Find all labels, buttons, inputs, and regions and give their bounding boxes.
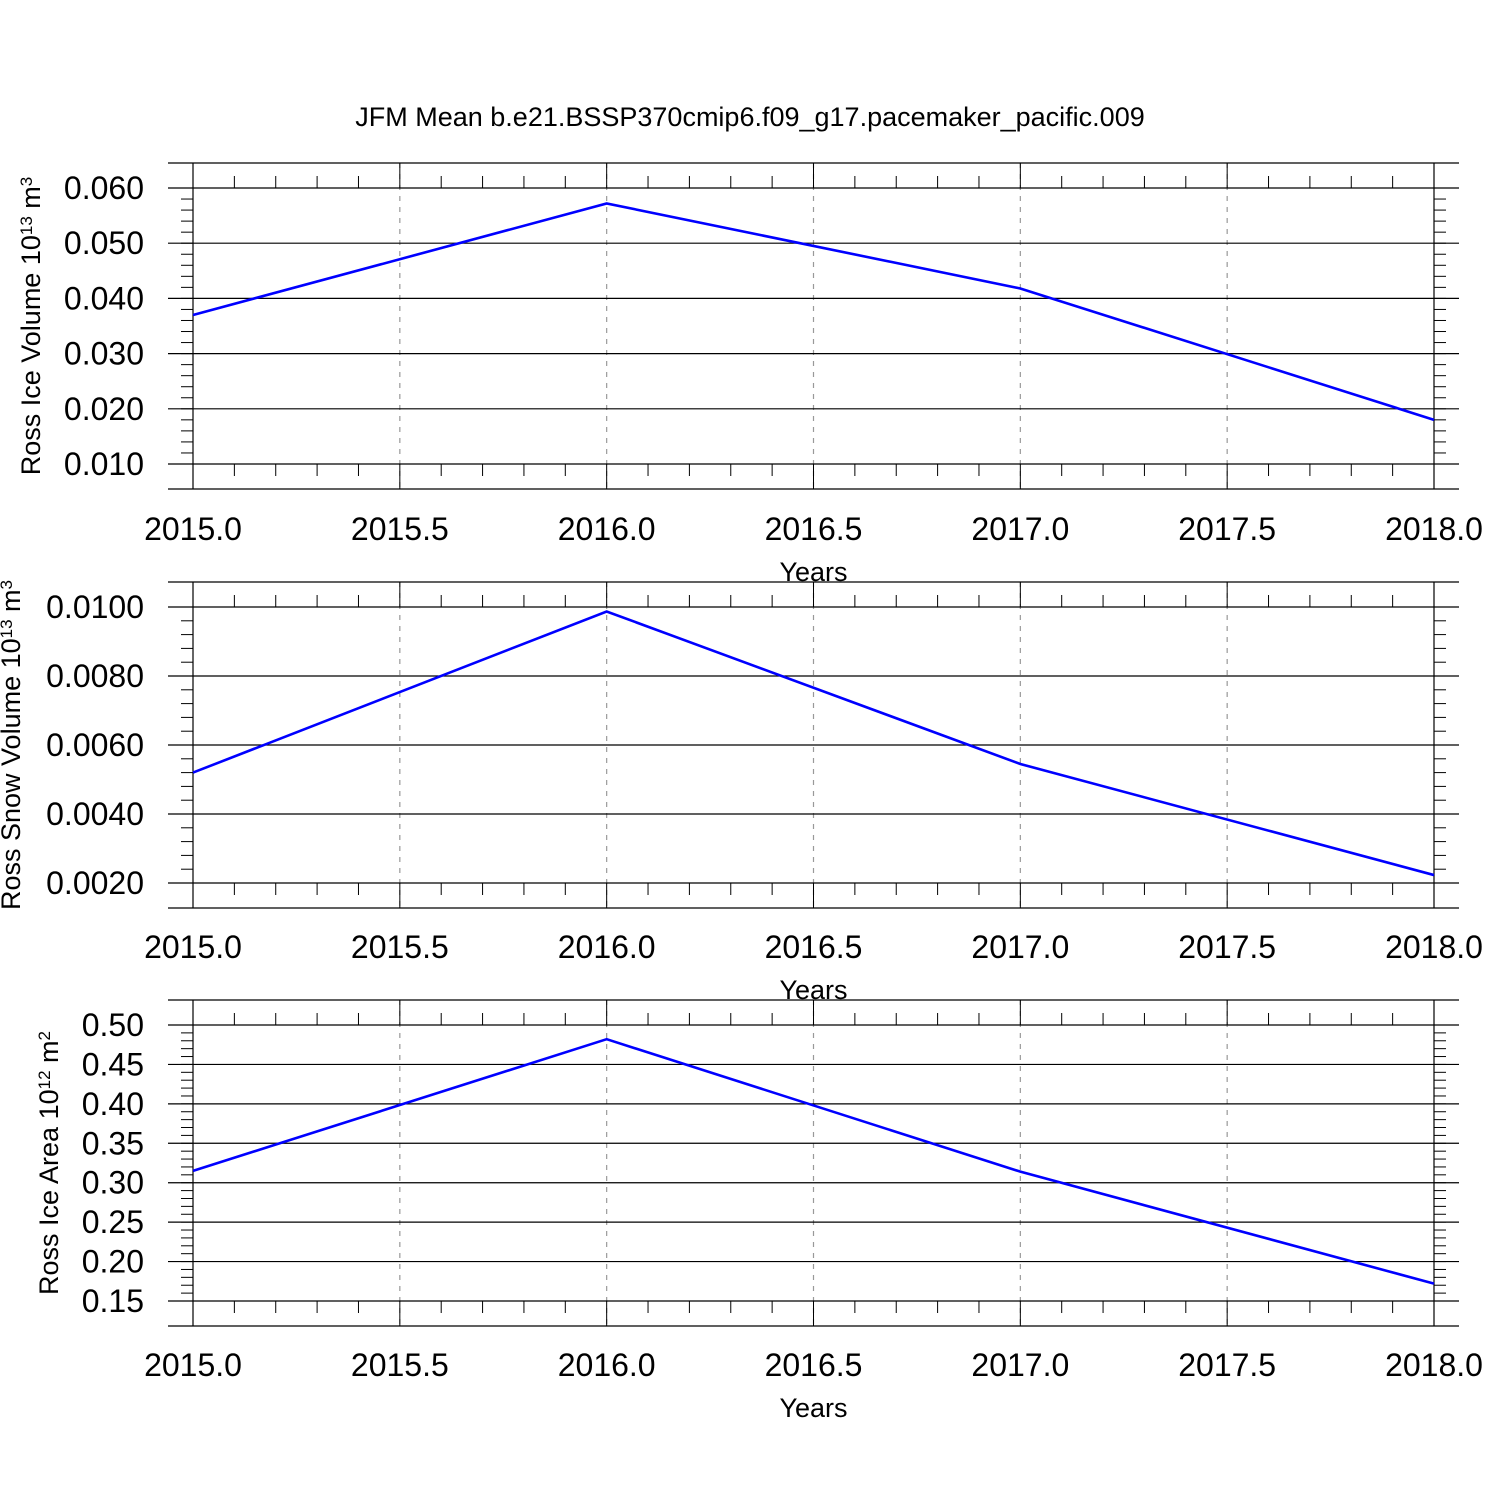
- x-tick-label: 2017.5: [1178, 511, 1276, 547]
- y-tick-label: 0.20: [82, 1244, 144, 1280]
- y-tick-label: 0.0020: [46, 865, 144, 901]
- x-tick-label: 2018.0: [1385, 511, 1483, 547]
- y-axis-title-text: Ross Snow Volume 10: [0, 638, 26, 910]
- y-tick-label: 0.050: [64, 225, 144, 261]
- x-axis-title: Years: [779, 1393, 847, 1423]
- y-axis-title-text: m: [0, 589, 26, 619]
- chart-panel-2: 2015.0 2015.5 2016.0 2016.5 2017.0 2017.5 2018…: [0, 580, 1483, 1005]
- y-tick-label: 0.030: [64, 336, 144, 372]
- x-tick-label: 2017.5: [1178, 1347, 1276, 1383]
- y-axis-title-text: m: [34, 1040, 64, 1070]
- y-axis-title-superscript: 3: [17, 177, 36, 186]
- x-tick-label: 2018.0: [1385, 1347, 1483, 1383]
- y-axis-title-superscript: 12: [35, 1070, 54, 1089]
- panels: 2015.0 2015.5 2016.0 2016.5 2017.0 2017.5 2018…: [0, 162, 1483, 1423]
- y-axis-title: Ross Ice Area 1012 m2: [34, 1031, 64, 1295]
- y-tick-label: 0.010: [64, 446, 144, 482]
- y-tick-label: 0.0080: [46, 658, 144, 694]
- y-axis-title-superscript: 3: [0, 580, 16, 589]
- x-tick-label: 2016.5: [765, 511, 863, 547]
- y-tick-label: 0.040: [64, 280, 144, 316]
- y-tick-label: 0.25: [82, 1204, 144, 1240]
- y-tick-label: 0.35: [82, 1125, 144, 1161]
- y-tick-label: 0.45: [82, 1046, 144, 1082]
- x-tick-label: 2016.0: [558, 1347, 656, 1383]
- series-line: [192, 1037, 1435, 1285]
- y-tick-label: 0.15: [82, 1283, 144, 1319]
- x-tick-label: 2017.0: [971, 511, 1069, 547]
- x-tick-label: 2017.0: [971, 929, 1069, 965]
- y-tick-label: 0.060: [64, 170, 144, 206]
- x-tick-label: 2015.0: [144, 929, 242, 965]
- x-tick-label: 2016.5: [765, 929, 863, 965]
- y-axis-title: Ross Ice Volume 1013 m3: [16, 177, 46, 476]
- y-axis-title-text: Ross Ice Area 10: [34, 1089, 64, 1295]
- y-axis-title-superscript: 2: [35, 1031, 54, 1040]
- y-tick-label: 0.30: [82, 1165, 144, 1201]
- x-tick-label: 2016.5: [765, 1347, 863, 1383]
- y-axis-title-superscript: 13: [17, 216, 36, 235]
- x-tick-label: 2018.0: [1385, 929, 1483, 965]
- y-tick-label: 0.020: [64, 391, 144, 427]
- y-tick-label: 0.50: [82, 1007, 144, 1043]
- x-tick-label: 2015.0: [144, 511, 242, 547]
- chart-panel-1: 2015.0 2015.5 2016.0 2016.5 2017.0 2017.5 2018…: [16, 162, 1483, 587]
- x-tick-label: 2017.5: [1178, 929, 1276, 965]
- x-tick-label: 2015.5: [351, 511, 449, 547]
- x-tick-label: 2017.0: [971, 1347, 1069, 1383]
- x-tick-label: 2016.0: [558, 511, 656, 547]
- y-tick-label: 0.0100: [46, 589, 144, 625]
- y-axis-title-text: m: [16, 186, 46, 216]
- y-tick-label: 0.0040: [46, 796, 144, 832]
- y-axis-title-text: Ross Ice Volume 10: [16, 235, 46, 475]
- x-tick-label: 2016.0: [558, 929, 656, 965]
- x-tick-label: 2015.0: [144, 1347, 242, 1383]
- y-tick-label: 0.40: [82, 1086, 144, 1122]
- y-tick-label: 0.0060: [46, 727, 144, 763]
- series-line: [192, 610, 1435, 877]
- y-axis-title: Ross Snow Volume 1013 m3: [0, 580, 26, 910]
- series-line: [192, 202, 1435, 422]
- x-tick-label: 2015.5: [351, 1347, 449, 1383]
- chart-panel-3: 2015.0 2015.5 2016.0 2016.5 2017.0 2017.5 2018…: [34, 999, 1483, 1423]
- figure-title: JFM Mean b.e21.BSSP370cmip6.f09_g17.pace…: [355, 102, 1144, 132]
- y-axis-title-superscript: 13: [0, 619, 16, 638]
- x-tick-label: 2015.5: [351, 929, 449, 965]
